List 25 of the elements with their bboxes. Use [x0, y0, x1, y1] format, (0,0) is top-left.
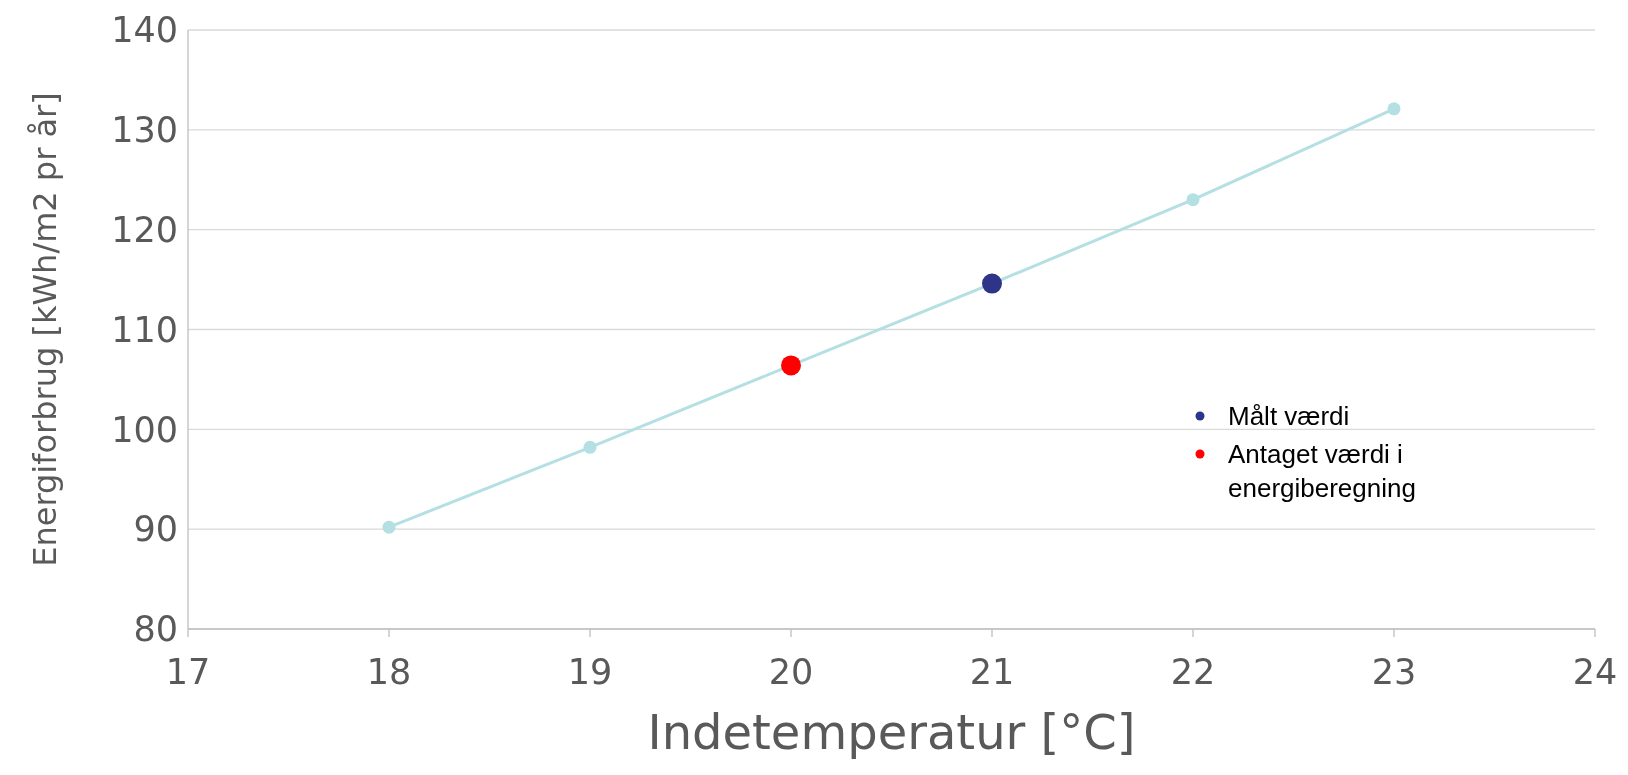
x-axis-title: Indetemperatur [°C]	[647, 704, 1136, 760]
legend-label: Målt værdi	[1228, 401, 1350, 432]
x-tick-label: 20	[768, 652, 814, 692]
y-axis-title: Energiforbrug [kWh/m2 pr år]	[26, 92, 64, 567]
y-tick-label: 130	[111, 110, 178, 151]
y-tick-label: 100	[111, 409, 178, 450]
point	[382, 520, 396, 534]
y-tick-label: 140	[111, 10, 178, 51]
x-tick-label: 23	[1371, 652, 1417, 692]
x-tick-label: 22	[1170, 652, 1216, 692]
y-tick-label: 90	[133, 509, 178, 550]
point	[1186, 193, 1200, 207]
x-tick-label: 17	[165, 652, 211, 692]
point	[583, 440, 597, 454]
legend-label: Antaget værdi i energiberegning	[1228, 439, 1416, 503]
y-tick-label: 80	[133, 609, 178, 650]
x-tick-label: 19	[567, 652, 613, 692]
point	[781, 355, 801, 376]
y-tick-label: 110	[111, 309, 178, 350]
y-tick-label: 120	[111, 209, 178, 250]
x-tick-label: 21	[969, 652, 1015, 692]
point	[982, 273, 1002, 294]
x-tick-label: 18	[366, 652, 412, 692]
x-tick-label: 24	[1572, 652, 1618, 692]
point	[1387, 102, 1401, 116]
